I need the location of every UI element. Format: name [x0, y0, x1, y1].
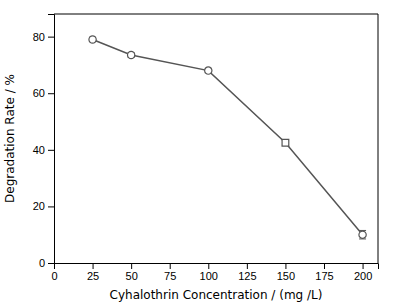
- point: [127, 51, 134, 58]
- tick-mark: [208, 263, 209, 269]
- tick-label: 150: [277, 270, 295, 282]
- tick-label: 0: [39, 257, 45, 269]
- frame-top: [54, 14, 378, 15]
- tick-label: 25: [87, 270, 99, 282]
- tick-mark: [285, 263, 286, 269]
- tick-label: 100: [200, 270, 218, 282]
- tick-mark: [247, 263, 248, 269]
- tick: 200: [354, 263, 372, 282]
- plot-area: 0 25 50 75 100 125 150 175 200 0 20 40 60 80: [33, 14, 379, 282]
- tick-mark: [131, 263, 132, 269]
- tick-mark: [93, 263, 94, 269]
- frame-right: [378, 14, 379, 263]
- tick-label: 50: [126, 270, 138, 282]
- x-axis-title: Cyhalothrin Concentration / (mg /L): [110, 288, 323, 302]
- tick-label: 20: [33, 200, 45, 212]
- tick: 100: [200, 263, 218, 282]
- y-axis: 0 20 40 60 80: [33, 15, 55, 270]
- tick-label: 40: [33, 144, 45, 156]
- tick-label: 200: [354, 270, 372, 282]
- tick-label: 60: [33, 87, 45, 99]
- tick-mark: [48, 206, 54, 207]
- tick: 150: [277, 263, 295, 282]
- tick: 80: [33, 31, 54, 43]
- tick-label: 175: [315, 270, 333, 282]
- point: [282, 139, 289, 146]
- line: [93, 39, 363, 234]
- tick: 20: [33, 200, 54, 212]
- tick: 40: [33, 144, 54, 156]
- tick-mark: [48, 37, 54, 38]
- tick: 50: [126, 263, 138, 282]
- tick: 175: [315, 263, 333, 282]
- tick-mark: [48, 263, 54, 264]
- tick-label: 75: [164, 270, 176, 282]
- chart: 0 25 50 75 100 125 150 175 200 0 20 40 60 80 Cyhalothr…: [0, 0, 394, 307]
- tick-label: 80: [33, 31, 45, 43]
- tick: 125: [238, 263, 256, 282]
- y-axis-title: Degradation Rate / %: [3, 74, 17, 203]
- point: [89, 36, 96, 43]
- x-axis: 0 25 50 75 100 125 150 175 200: [51, 263, 378, 282]
- tick-mark: [170, 263, 171, 269]
- tick: 25: [87, 263, 99, 282]
- tick-mark: [48, 93, 54, 94]
- point: [359, 231, 366, 238]
- tick: 60: [33, 87, 54, 99]
- marks: [89, 36, 366, 239]
- tick-mark: [363, 263, 364, 269]
- axis-line: [48, 15, 55, 264]
- tick: 75: [164, 263, 176, 282]
- tick: 0: [51, 263, 57, 282]
- tick-label: 125: [238, 270, 256, 282]
- error-bar: [359, 230, 366, 238]
- tick-mark: [48, 150, 54, 151]
- point: [205, 67, 212, 74]
- axis-line: [55, 264, 379, 270]
- tick-label: 0: [51, 270, 57, 282]
- tick-mark: [324, 263, 325, 269]
- tick: 0: [39, 257, 54, 269]
